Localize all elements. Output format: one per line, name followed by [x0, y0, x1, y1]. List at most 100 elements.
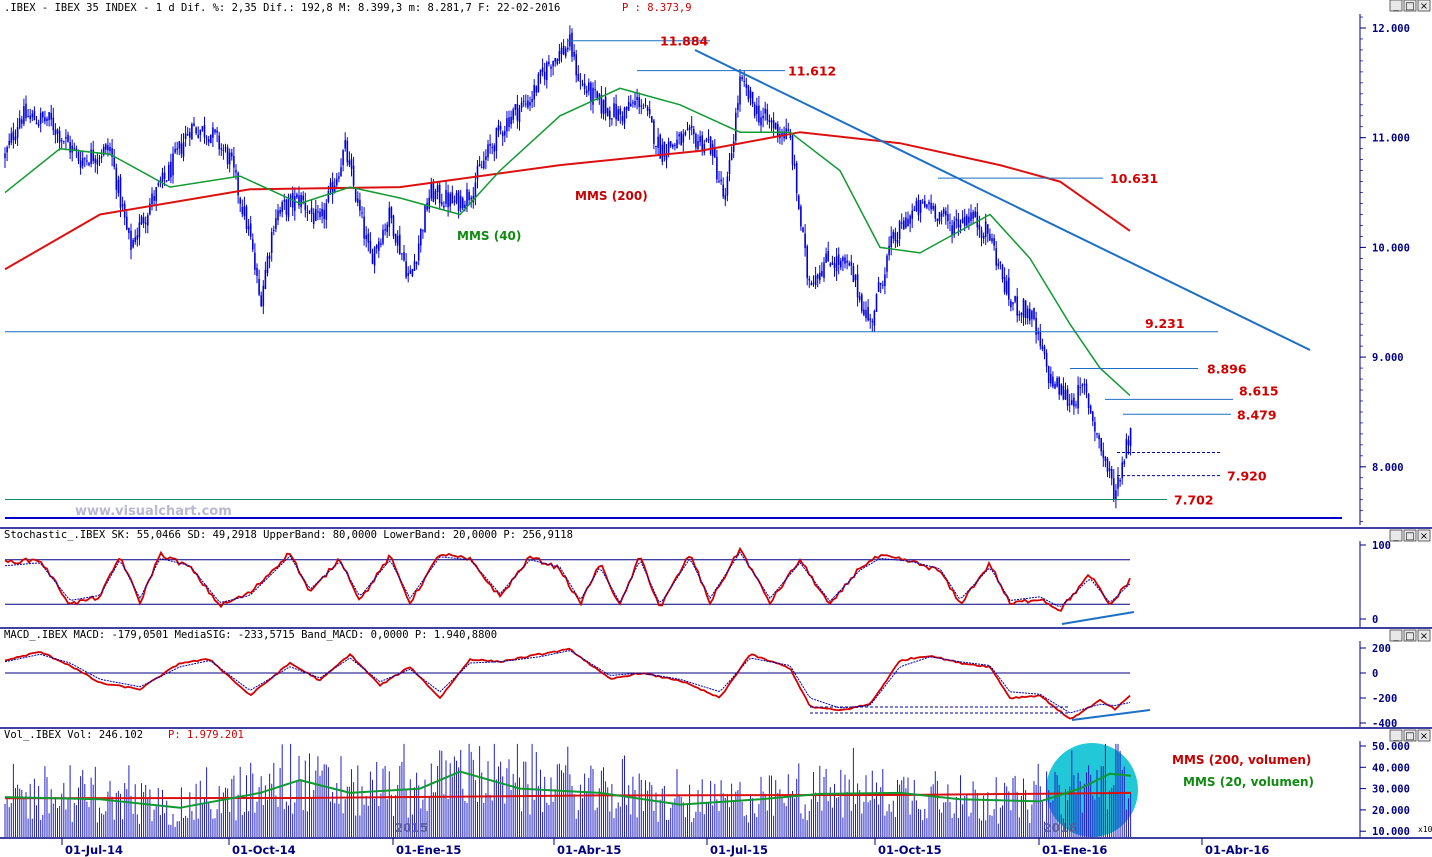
price-bar-body [871, 321, 874, 323]
vol-header-p: P: 1.979.201 [168, 729, 244, 741]
price-bar-body [499, 125, 502, 130]
price-bar-body [1094, 421, 1096, 432]
vol-header: Vol_.IBEX Vol: 246.102 [4, 729, 143, 741]
window-button[interactable] [1417, 0, 1431, 12]
price-bar-body [487, 144, 489, 158]
window-button[interactable] [1417, 529, 1431, 542]
price-bar-body [1047, 365, 1050, 383]
price-bar-body [646, 107, 649, 111]
price-bar-body [31, 113, 34, 118]
price-bar-body [732, 141, 735, 152]
price-bar-body [501, 132, 504, 137]
window-button[interactable] [1389, 629, 1403, 642]
window-button[interactable] [1389, 529, 1403, 542]
price-bar-body [940, 213, 943, 217]
price-bar-body [264, 269, 267, 290]
support-resistance-levels: 11.884 11.612 10.631 9.231 8.896 8.615 8.479 7.… [5, 34, 1279, 507]
vol-mms200-line [4, 791, 1132, 800]
price-bar-body [182, 142, 185, 157]
price-bar-body [1029, 308, 1031, 321]
price-bar-body [634, 101, 636, 106]
price-bar-body [178, 141, 181, 149]
price-bar-body [669, 141, 672, 147]
window-button[interactable] [1389, 0, 1403, 12]
price-bar-body [869, 318, 871, 321]
price-bar-body [415, 262, 418, 265]
price-bar-body [531, 99, 533, 102]
price-bar-body [1001, 264, 1004, 280]
price-bar-body [928, 202, 930, 205]
price-bar-body [462, 198, 464, 209]
price-bar-body [739, 76, 741, 105]
price-bar-body [516, 103, 519, 121]
price-bar-body [107, 145, 109, 151]
window-button[interactable] [1403, 729, 1417, 742]
price-bar-body [592, 87, 594, 105]
price-header-close: P : 8.373,9 [622, 2, 692, 14]
price-bar-body [529, 102, 531, 106]
price-bar-body [329, 182, 332, 191]
price-bar-body [680, 132, 682, 146]
price-bar-body [791, 136, 794, 165]
price-bar-body [1052, 376, 1054, 387]
price-bar-body [636, 96, 638, 101]
level-label: 11.884 [660, 34, 709, 49]
window-button[interactable] [1403, 529, 1417, 542]
price-bar-body [764, 108, 766, 114]
price-bar-body [203, 124, 206, 138]
price-bar-body [73, 148, 76, 150]
window-button[interactable] [1417, 629, 1431, 642]
price-bar-body [298, 195, 300, 206]
window-button[interactable] [1403, 629, 1417, 642]
date-label: 01-Abr-16 [1205, 843, 1269, 857]
price-bar-body [476, 165, 479, 180]
price-bar-body [50, 112, 52, 120]
price-bar-body [441, 202, 443, 205]
price-bar-body [583, 83, 586, 90]
price-bar-body [205, 137, 208, 139]
window-button[interactable] [1417, 729, 1431, 742]
price-bar-body [1110, 469, 1113, 479]
price-bar-body [854, 274, 857, 281]
price-bar-body [233, 156, 235, 168]
price-bar-body [254, 252, 256, 270]
price-bar-body [60, 140, 63, 142]
price-bar-body [1106, 458, 1109, 472]
window-button-glyph: × [1420, 531, 1428, 542]
price-bar-body [978, 224, 981, 230]
price-bar-body [176, 148, 178, 150]
price-bar-body [436, 185, 439, 192]
price-bar-body [445, 190, 447, 204]
price-bar-body [921, 202, 924, 204]
price-bar-body [42, 111, 44, 118]
price-bar-body [474, 182, 477, 198]
price-bar-body [816, 274, 819, 279]
price-bar-body [478, 163, 481, 167]
price-bar-body [1031, 310, 1033, 320]
price-bar-body [493, 145, 496, 152]
price-bar-body [774, 122, 777, 130]
price-bar-body [697, 141, 699, 150]
price-bar-body [459, 195, 462, 209]
price-bar-body [556, 58, 559, 65]
price-bar-body [552, 60, 554, 67]
price-bar-body [237, 172, 239, 196]
window-button[interactable] [1389, 729, 1403, 742]
window-button[interactable] [1403, 0, 1417, 12]
window-button-glyph: × [1420, 631, 1428, 642]
price-bar-body [1026, 308, 1029, 319]
price-bar-body [287, 199, 290, 218]
level-label: 8.615 [1239, 383, 1279, 398]
price-bar-body [804, 233, 806, 249]
price-bar-body [420, 228, 422, 246]
price-bar-body [686, 129, 689, 131]
price-bar-body [972, 212, 974, 219]
price-bar-body [134, 237, 136, 243]
date-axis: 01-Jul-14 01-Oct-14 01-Ene-15 01-Abr-15 01-J… [61, 838, 1269, 857]
price-bar-body [714, 147, 716, 158]
price-bar-body [142, 217, 145, 224]
price-bar-body [609, 110, 611, 120]
price-bar-body [191, 123, 193, 140]
price-bar-body [342, 150, 344, 166]
